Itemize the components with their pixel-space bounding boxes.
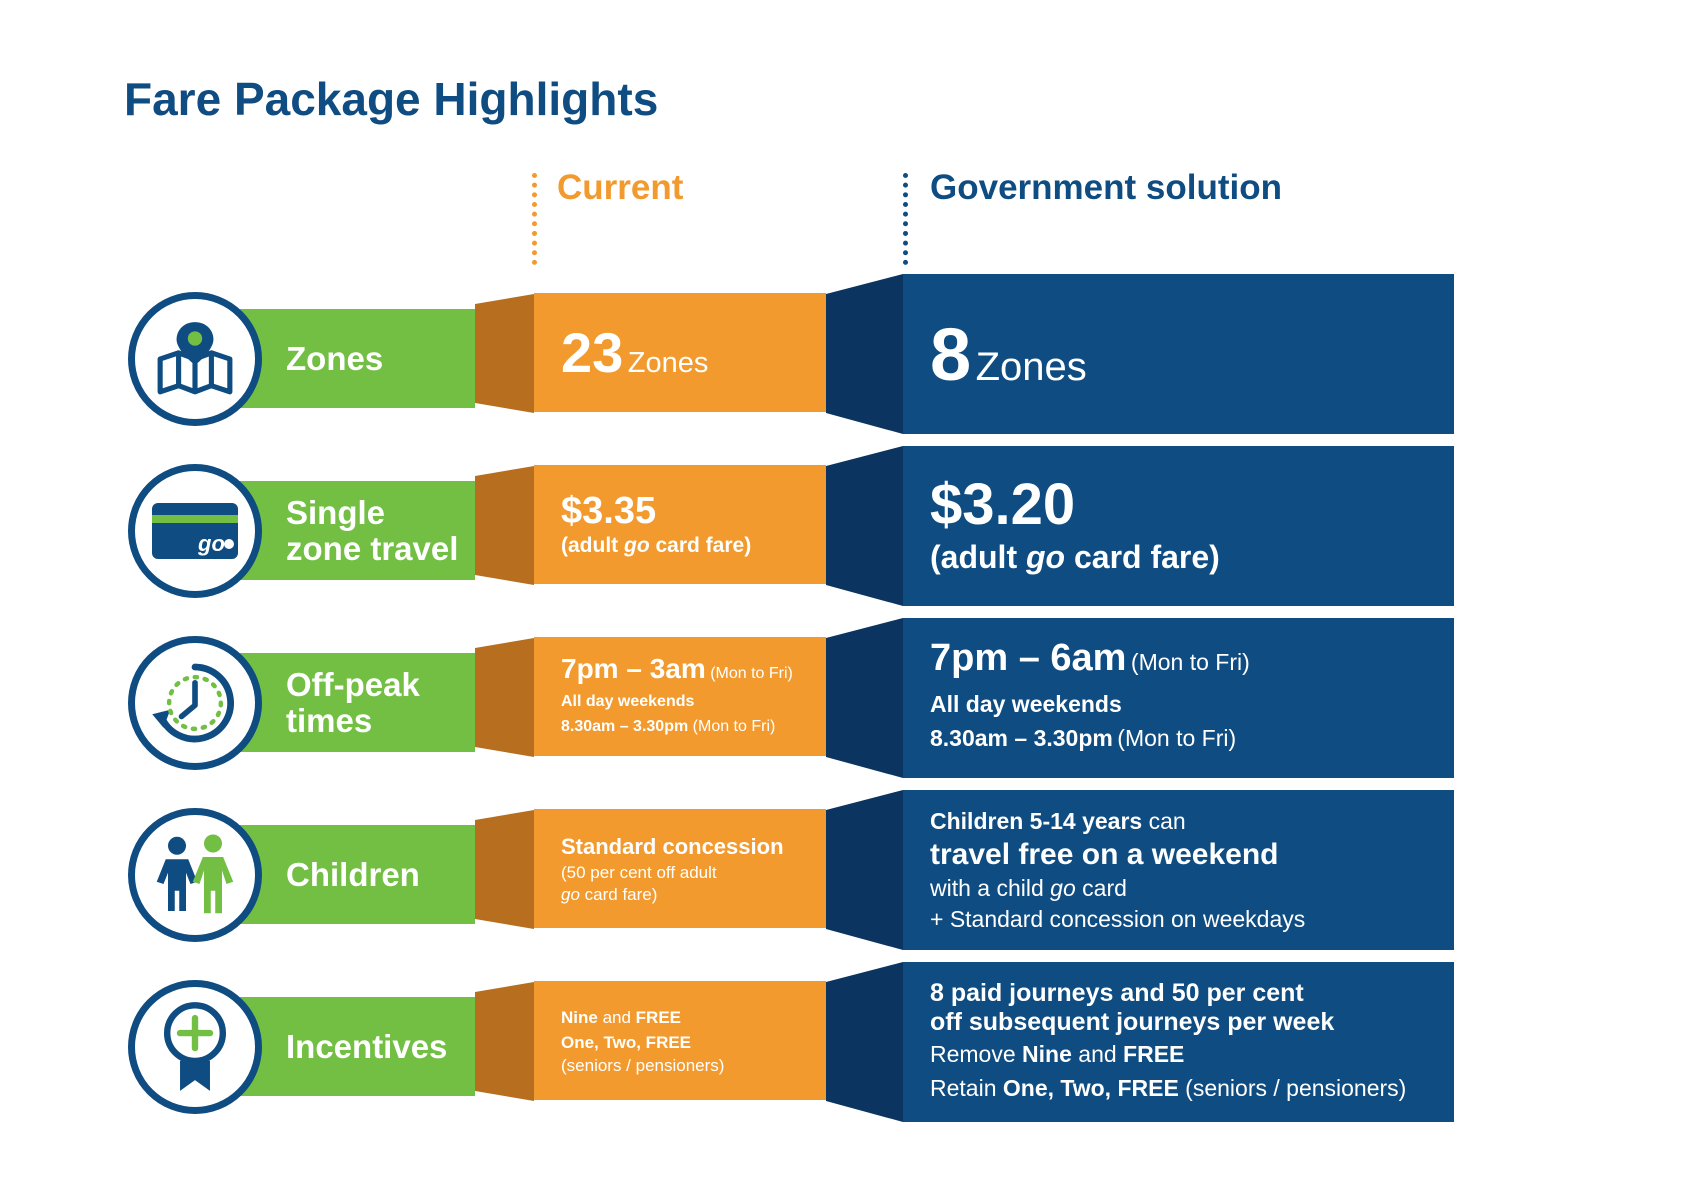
current-zone-unit: Zones — [627, 347, 709, 379]
icon-badge — [128, 980, 262, 1114]
current-evening-window: 7pm – 3am (Mon to Fri) — [561, 653, 793, 684]
government-column-divider — [903, 173, 914, 265]
government-price-note: (adult go card fare) — [930, 539, 1220, 575]
row-off-peak-times: Off-peak times 7pm – 3am (Mon to Fri) Al… — [0, 618, 1684, 796]
current-value-box: Standard concession (50 per cent off adu… — [534, 809, 826, 928]
current-incentive-nine-free: Nine and FREE — [561, 1007, 681, 1027]
government-incentive-remove: Remove Nine and FREE — [930, 1041, 1185, 1067]
government-incentive-retain: Retain One, Two, FREE (seniors / pension… — [930, 1075, 1407, 1101]
current-value-box: $3.35 (adult go card fare) — [534, 465, 826, 584]
current-column-divider — [532, 173, 543, 265]
current-value-box: 23 Zones — [534, 293, 826, 412]
government-value-box: $3.20 (adult go card fare) — [903, 446, 1454, 606]
government-children-free: travel free on a weekend — [930, 838, 1279, 871]
current-incentive-one-two-free: One, Two, FREE — [561, 1032, 692, 1052]
government-value-box: 7pm – 6am (Mon to Fri) All day weekends … — [903, 618, 1454, 778]
current-midday-window: 8.30am – 3.30pm (Mon to Fri) — [561, 718, 776, 735]
icon-badge: go — [128, 464, 262, 598]
government-children-age: Children 5-14 years can — [930, 808, 1186, 834]
category-label: Off-peak times — [286, 665, 420, 739]
row-zones: Zones 23 Zones 8 Zones — [0, 274, 1684, 452]
government-incentive-subsequent: off subsequent journeys per week — [930, 1008, 1335, 1036]
go-card-icon: go — [152, 503, 238, 559]
government-column-header: Government solution — [930, 168, 1282, 207]
current-price: $3.35 — [561, 489, 657, 532]
go-card-logo-text: go — [197, 531, 225, 556]
category-label: Single zone travel — [286, 493, 459, 567]
award-ribbon-icon — [163, 1002, 227, 1091]
current-zone-count: 23 — [561, 321, 624, 384]
row-incentives: Incentives Nine and FREE One, Two, FREE … — [0, 962, 1684, 1140]
current-value-box: Nine and FREE One, Two, FREE (seniors / … — [534, 981, 826, 1100]
current-concession-detail-2: go card fare) — [561, 884, 658, 904]
icon-badge — [128, 808, 262, 942]
clock-arrow-icon — [152, 663, 234, 743]
government-evening-window: 7pm – 6am (Mon to Fri) — [930, 637, 1250, 679]
row-children: Children Standard concession (50 per cen… — [0, 790, 1684, 968]
government-value-box: 8 paid journeys and 50 per cent off subs… — [903, 962, 1454, 1122]
government-zone-unit: Zones — [975, 344, 1087, 389]
icon-badge — [128, 636, 262, 770]
government-value-box: Children 5-14 years can travel free on a… — [903, 790, 1454, 950]
current-weekend: All day weekends — [561, 693, 695, 710]
map-pin-icon — [157, 322, 233, 395]
current-column-header: Current — [557, 168, 684, 207]
row-single-zone-travel: Single zone travel go $3.35 (adult go ca… — [0, 446, 1684, 624]
category-label: Zones — [286, 339, 384, 377]
current-concession: Standard concession — [561, 833, 784, 859]
current-value-box: 7pm – 3am (Mon to Fri) All day weekends … — [534, 637, 826, 756]
government-children-weekdays: + Standard concession on weekdays — [930, 906, 1306, 932]
government-price: $3.20 — [930, 472, 1076, 537]
government-incentive-paid-journeys: 8 paid journeys and 50 per cent — [930, 979, 1304, 1007]
current-incentive-seniors: (seniors / pensioners) — [561, 1055, 725, 1075]
government-value-box: 8 Zones — [903, 274, 1454, 434]
page-title: Fare Package Highlights — [124, 73, 659, 125]
government-weekend: All day weekends — [930, 691, 1122, 717]
current-concession-detail: (50 per cent off adult — [561, 862, 717, 882]
government-zone-count: 8 — [930, 312, 972, 396]
category-label: Children — [286, 855, 420, 893]
current-price-note: (adult go card fare) — [561, 533, 752, 557]
children-icon — [156, 834, 234, 914]
government-children-card: with a child go card — [930, 875, 1127, 901]
icon-badge — [128, 292, 262, 426]
category-label: Incentives — [286, 1027, 448, 1065]
government-midday-window: 8.30am – 3.30pm (Mon to Fri) — [930, 725, 1237, 751]
